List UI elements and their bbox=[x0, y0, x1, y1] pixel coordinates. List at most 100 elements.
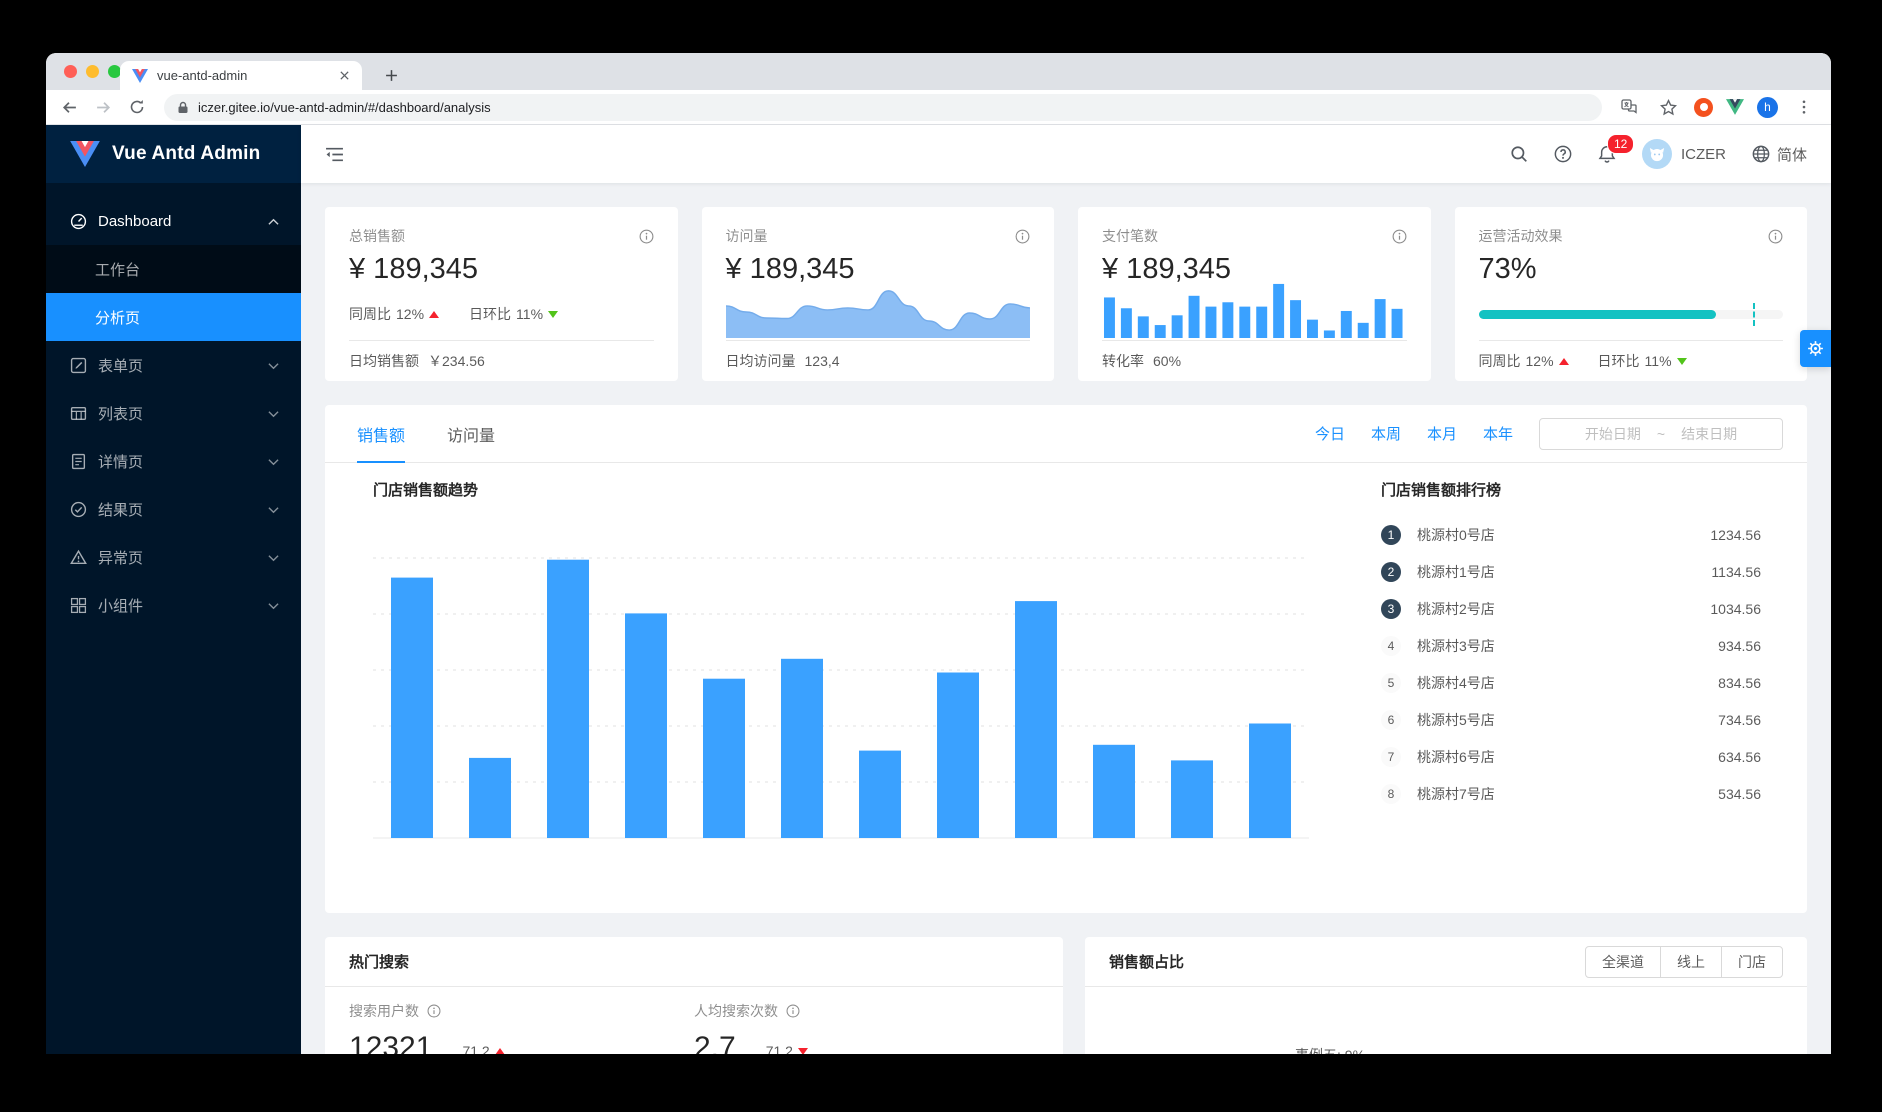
caret-up-icon bbox=[429, 310, 440, 318]
new-tab-button[interactable] bbox=[378, 62, 405, 89]
tab-visits[interactable]: 访问量 bbox=[447, 427, 496, 445]
button-online[interactable]: 线上 bbox=[1660, 945, 1722, 978]
store-name: 桃源村5号店 bbox=[1417, 711, 1495, 728]
logo[interactable]: Vue Antd Admin bbox=[46, 125, 301, 183]
browser-tabstrip: vue-antd-admin bbox=[46, 53, 1831, 90]
browser-tab[interactable]: vue-antd-admin bbox=[120, 61, 362, 90]
metric-search-per-user: 人均搜索次数 2.7 71.2 bbox=[694, 1001, 1039, 1054]
chevron-down-icon bbox=[268, 405, 279, 422]
dashboard-icon bbox=[70, 213, 87, 230]
sidebar-item-form[interactable]: 表单页 bbox=[46, 341, 301, 389]
rank-row: 3 桃源村2号店 1034.56 bbox=[1381, 590, 1771, 627]
button-all-channels[interactable]: 全渠道 bbox=[1585, 945, 1661, 978]
link-today[interactable]: 今日 bbox=[1314, 426, 1345, 443]
info-icon[interactable] bbox=[786, 1004, 800, 1018]
username: ICZER bbox=[1680, 145, 1726, 163]
user-avatar bbox=[1641, 139, 1672, 169]
stat-value: ¥ 189,345 bbox=[1102, 253, 1232, 285]
sidebar: Vue Antd Admin Dashboard 工作台 bbox=[46, 125, 301, 1054]
vue-logo-icon bbox=[70, 141, 100, 167]
stat-value: 73% bbox=[1478, 253, 1537, 285]
search-icon[interactable] bbox=[1510, 145, 1528, 163]
sidebar-item-result[interactable]: 结果页 bbox=[46, 485, 301, 533]
sidebar-item-widgets[interactable]: 小组件 bbox=[46, 581, 301, 629]
stat-footer-label: 日均销售额 bbox=[349, 353, 419, 369]
reload-icon[interactable] bbox=[124, 94, 150, 120]
sidebar-item-label: 详情页 bbox=[98, 453, 144, 471]
page-content: 总销售额 ¥ 189,345 同周比 12% bbox=[301, 183, 1831, 1054]
help-icon[interactable] bbox=[1554, 145, 1572, 163]
sidebar-item-label: 工作台 bbox=[95, 261, 141, 279]
user-menu[interactable]: ICZER bbox=[1641, 139, 1726, 169]
browser-menu-icon[interactable] bbox=[1791, 94, 1817, 120]
lock-icon bbox=[177, 101, 189, 114]
vue-favicon bbox=[132, 68, 148, 83]
chevron-down-icon bbox=[268, 501, 279, 518]
metric-trend: 71.2 bbox=[462, 1043, 505, 1054]
sidebar-item-dashboard[interactable]: Dashboard bbox=[46, 197, 301, 245]
button-stores[interactable]: 门店 bbox=[1721, 945, 1783, 978]
header-actions: 12 ICZER 简体 bbox=[1510, 133, 1807, 169]
sidebar-item-workplace[interactable]: 工作台 bbox=[46, 245, 301, 293]
tab-sales[interactable]: 销售额 bbox=[357, 405, 406, 463]
translate-icon[interactable] bbox=[1616, 94, 1642, 120]
stat-card-total-sales: 总销售额 ¥ 189,345 同周比 12% bbox=[325, 207, 678, 381]
sidebar-item-detail[interactable]: 详情页 bbox=[46, 437, 301, 485]
date-end-placeholder: 结束日期 bbox=[1681, 425, 1738, 442]
menu-fold-icon[interactable] bbox=[325, 146, 344, 163]
minimize-window-button[interactable] bbox=[86, 65, 99, 78]
info-icon[interactable] bbox=[1392, 229, 1407, 244]
url-bar[interactable]: iczer.gitee.io/vue-antd-admin/#/dashboar… bbox=[164, 93, 1602, 121]
link-month[interactable]: 本月 bbox=[1426, 426, 1457, 443]
sales-ratio-card: 销售额占比 全渠道 线上 门店 事例五: 9% bbox=[1085, 937, 1807, 1054]
settings-drawer-button[interactable] bbox=[1800, 330, 1831, 367]
sidebar-item-list[interactable]: 列表页 bbox=[46, 389, 301, 437]
stat-title: 访问量 bbox=[725, 228, 768, 244]
table-icon bbox=[70, 405, 87, 422]
info-icon[interactable] bbox=[427, 1004, 441, 1018]
ranking-list: 1 桃源村0号店 1234.56 2 桃源村1号店 1134.56 bbox=[1381, 516, 1771, 812]
store-value: 934.56 bbox=[1718, 637, 1761, 654]
maximize-window-button[interactable] bbox=[108, 65, 121, 78]
language-selector[interactable]: 简体 bbox=[1752, 144, 1807, 165]
chevron-up-icon bbox=[268, 213, 279, 230]
bookmark-star-icon[interactable] bbox=[1655, 94, 1681, 120]
day-trend: 日环比 11% bbox=[1598, 351, 1687, 371]
progress-target-marker bbox=[1752, 303, 1755, 326]
url-text: iczer.gitee.io/vue-antd-admin/#/dashboar… bbox=[198, 99, 491, 115]
info-icon[interactable] bbox=[1015, 229, 1030, 244]
tab-close-icon[interactable] bbox=[339, 70, 350, 81]
info-icon[interactable] bbox=[639, 229, 654, 244]
window-controls bbox=[64, 65, 121, 78]
stat-footer-label: 日均访问量 bbox=[725, 353, 796, 369]
forward-icon[interactable] bbox=[90, 94, 116, 120]
store-value: 834.56 bbox=[1718, 674, 1761, 691]
stat-footer-label: 转化率 bbox=[1102, 353, 1144, 369]
info-icon[interactable] bbox=[1768, 229, 1783, 244]
stat-title: 支付笔数 bbox=[1102, 228, 1158, 244]
browser-profile-avatar[interactable]: h bbox=[1757, 96, 1778, 118]
date-range-picker[interactable]: 开始日期 ~ 结束日期 bbox=[1539, 417, 1783, 450]
activity-progress-bar bbox=[1478, 303, 1783, 326]
link-week[interactable]: 本周 bbox=[1370, 426, 1401, 443]
store-value: 1234.56 bbox=[1710, 526, 1761, 543]
sidebar-item-exception[interactable]: 异常页 bbox=[46, 533, 301, 581]
store-value: 534.56 bbox=[1718, 785, 1761, 802]
sidebar-item-label: 结果页 bbox=[98, 501, 144, 519]
extension-icon-orange[interactable] bbox=[1694, 97, 1713, 117]
rank-row: 5 桃源村4号店 834.56 bbox=[1381, 664, 1771, 701]
sales-trend-card: 销售额 访问量 今日 本周 本月 本年 bbox=[325, 405, 1807, 913]
sidebar-item-analysis[interactable]: 分析页 bbox=[46, 293, 301, 341]
close-window-button[interactable] bbox=[64, 65, 77, 78]
stat-value: ¥ 189,345 bbox=[725, 253, 855, 285]
sidebar-item-label: 分析页 bbox=[95, 309, 141, 327]
notification-bell-icon[interactable]: 12 bbox=[1598, 133, 1635, 164]
back-icon[interactable] bbox=[56, 94, 82, 120]
browser-window: vue-antd-admin iczer.gitee.io/vue-antd-a… bbox=[46, 53, 1831, 1054]
chevron-down-icon bbox=[268, 453, 279, 470]
store-value: 634.56 bbox=[1718, 748, 1761, 765]
link-year[interactable]: 本年 bbox=[1482, 426, 1513, 443]
quick-range-links: 今日 本周 本月 本年 bbox=[1315, 423, 1513, 444]
stat-title: 总销售额 bbox=[349, 228, 405, 244]
extension-icon-vue[interactable] bbox=[1726, 99, 1744, 115]
